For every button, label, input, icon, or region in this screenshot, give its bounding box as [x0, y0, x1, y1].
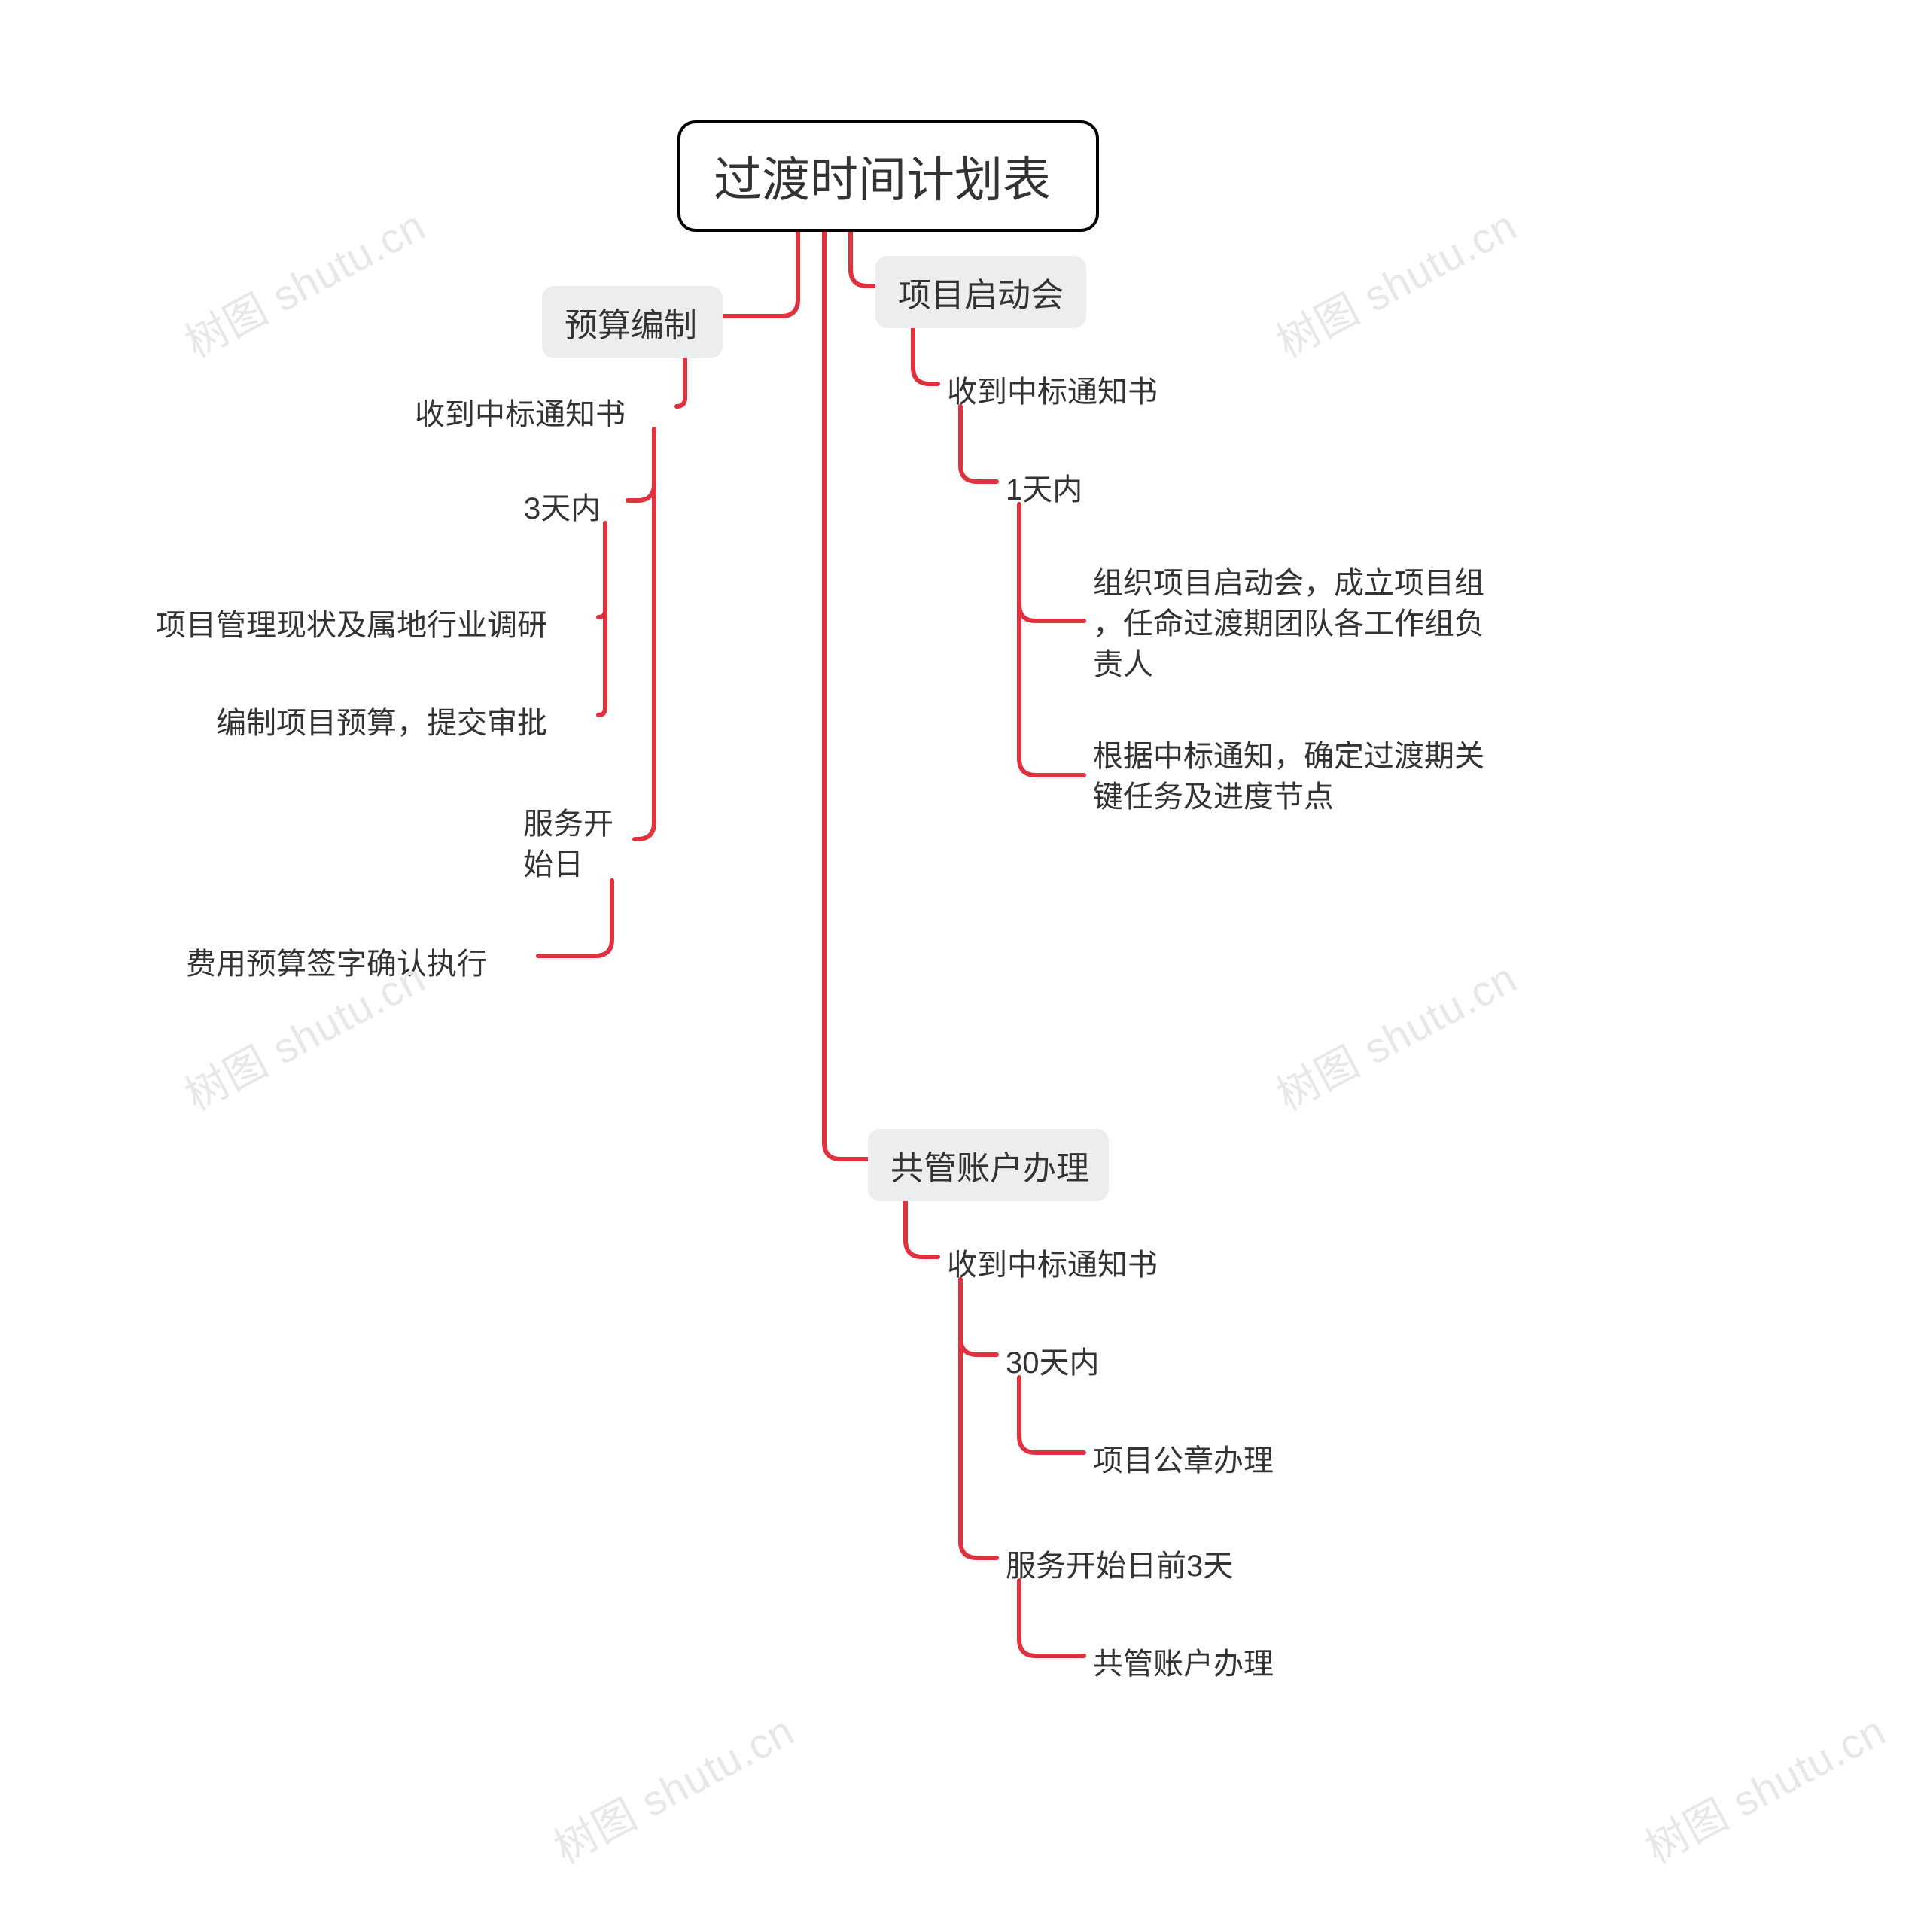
node[interactable]: 共管账户办理	[1084, 1633, 1310, 1689]
branch-node-budget-label: 预算编制	[565, 298, 697, 346]
node[interactable]: 收到中标通知书	[938, 361, 1209, 417]
watermark: 树图 shutu.cn	[1265, 193, 1526, 370]
node[interactable]: 3天内	[515, 478, 628, 534]
node-label: 共管账户办理	[1093, 1639, 1274, 1683]
watermark: 树图 shutu.cn	[173, 193, 434, 370]
node[interactable]: 服务开始日	[514, 798, 635, 891]
node[interactable]: 收到中标通知书	[406, 384, 677, 440]
branch-node-kickoff-label: 项目启动会	[898, 268, 1064, 316]
watermark: 树图 shutu.cn	[1265, 945, 1526, 1123]
node-label: 根据中标通知，确定过渡期关键任务及进度节点	[1093, 736, 1484, 817]
node-label: 服务开始日	[523, 804, 613, 885]
node[interactable]: 项目公章办理	[1084, 1430, 1310, 1486]
root-node-label: 过渡时间计划表	[714, 141, 1051, 211]
node[interactable]: 30天内	[997, 1332, 1125, 1388]
node-label: 3天内	[524, 484, 601, 528]
node-label: 收到中标通知书	[415, 390, 626, 434]
node[interactable]: 收到中标通知书	[938, 1234, 1209, 1290]
watermark: 树图 shutu.cn	[542, 1698, 803, 1876]
node-label: 服务开始日前3天	[1006, 1541, 1233, 1585]
diagram-canvas: 过渡时间计划表预算编制收到中标通知书 3天内项目管理现状及属地行业调研编制项目预算…	[0, 0, 1927, 1932]
node-label: 编制项目预算，提交审批	[216, 698, 547, 742]
root-node[interactable]: 过渡时间计划表	[677, 120, 1099, 232]
node-label: 收到中标通知书	[947, 1240, 1158, 1284]
node-label: 项目公章办理	[1093, 1436, 1274, 1480]
node[interactable]: 组织项目启动会，成立项目组，任命过渡期团队各工作组负责人	[1084, 557, 1521, 691]
node-label: 组织项目启动会，成立项目组，任命过渡期团队各工作组负责人	[1093, 563, 1484, 685]
node-label: 30天内	[1006, 1338, 1100, 1382]
watermark: 树图 shutu.cn	[1633, 1698, 1895, 1876]
node-label: 1天内	[1006, 465, 1082, 509]
node-label: 项目管理现状及属地行业调研	[156, 601, 547, 644]
node[interactable]: 服务开始日前3天	[997, 1535, 1268, 1591]
node[interactable]: 根据中标通知，确定过渡期关键任务及进度节点	[1084, 730, 1521, 823]
branch-node-kickoff[interactable]: 项目启动会	[875, 256, 1086, 328]
node[interactable]: 项目管理现状及属地行业调研	[147, 595, 598, 650]
node-label: 费用预算签字确认执行	[186, 939, 487, 983]
branch-node-account-label: 共管账户办理	[890, 1141, 1089, 1189]
node-label: 收到中标通知书	[947, 367, 1158, 411]
branch-node-budget[interactable]: 预算编制	[542, 286, 723, 358]
node[interactable]: 费用预算签字确认执行	[177, 933, 538, 989]
node[interactable]: 1天内	[997, 459, 1110, 515]
branch-node-account[interactable]: 共管账户办理	[868, 1129, 1109, 1201]
node[interactable]: 编制项目预算，提交审批	[207, 692, 598, 748]
